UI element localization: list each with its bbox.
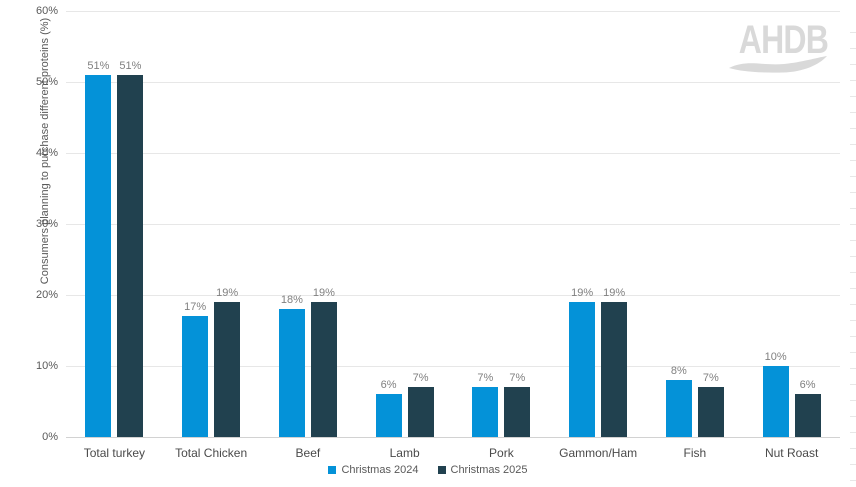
bar-christmas-2025: 19% [310,287,337,437]
bar-group: 8% 7% [647,11,744,437]
right-edge-tick-marks [850,32,856,484]
y-tick-label: 10% [35,360,58,372]
category-label: Total Chicken [175,446,248,460]
category-label: Beef [295,446,321,460]
category-label: Total turkey [83,446,146,460]
bar-christmas-2025: 7% [504,372,531,437]
bar-value-label: 19% [571,287,594,300]
logo-swoosh-icon [729,56,827,73]
bar-value-label: 19% [312,287,335,300]
bar-value-label: 17% [184,301,207,314]
category-label: Gammon/Ham [559,446,638,460]
bar-christmas-2024: 10% [762,351,789,437]
category-label: Fish [683,446,707,460]
bar-group: 51% 51% [66,11,163,437]
category-label: Lamb [389,446,420,460]
bar-group: 10% 6% [743,11,840,437]
y-tick-label: 60% [35,5,58,17]
legend-label: Christmas 2025 [450,464,528,476]
bar-christmas-2024: 17% [182,301,209,437]
bar-christmas-2024: 51% [85,60,112,437]
bar-value-label: 6% [799,379,816,392]
gridline [66,366,840,367]
gridline [66,82,840,83]
bar-value-label: 8% [670,365,687,378]
bar-value-label: 7% [702,372,719,385]
bar-christmas-2024: 7% [472,372,499,437]
y-tick-label: 50% [35,76,58,88]
gridline [66,295,840,296]
bar-group: 7% 7% [453,11,550,437]
bar-value-label: 19% [216,287,239,300]
bar-group: 19% 19% [550,11,647,437]
bar-value-label: 7% [477,372,494,385]
y-tick-label: 0% [42,431,58,443]
category-label: Pork [489,446,514,460]
gridline [66,11,840,12]
bar-christmas-2024: 8% [665,365,692,437]
bar-value-label: 51% [119,59,142,72]
y-tick-label: 20% [35,289,58,301]
legend-swatch [328,466,337,474]
legend-item: Christmas 2025 [437,464,528,476]
bar-christmas-2025: 7% [407,372,434,437]
bar-value-label: 6% [380,379,397,392]
bar-christmas-2024: 19% [569,287,596,437]
x-axis-line [66,437,840,438]
bar-christmas-2025: 19% [214,287,241,437]
bar-christmas-2025: 51% [117,60,144,437]
bar-group: 17% 19% [163,11,260,437]
bar-value-label: 7% [509,372,526,385]
bar-value-label: 10% [764,351,787,363]
legend-label: Christmas 2024 [341,464,419,476]
legend: Christmas 2024 Christmas 2025 [0,464,856,476]
bar-value-label: 18% [280,294,303,307]
ahdb-logo-text: AHDB [738,18,829,62]
legend-item: Christmas 2024 [328,464,419,476]
bar-christmas-2025: 7% [697,372,724,437]
bar-value-label: 7% [412,372,429,385]
bar-value-label: 19% [603,287,626,300]
gridline [66,153,840,154]
bar-group: 6% 7% [356,11,453,437]
legend-swatch [437,466,446,474]
bar-christmas-2024: 18% [278,294,305,437]
gridline [66,224,840,225]
bar-christmas-2025: 6% [794,379,821,437]
bar-value-label: 51% [87,59,110,72]
y-tick-label: 40% [35,147,58,159]
category-label: Nut Roast [764,446,819,460]
bar-christmas-2024: 6% [375,379,402,437]
y-tick-label: 30% [35,218,58,230]
bar-christmas-2025: 19% [601,287,628,437]
ahdb-logo: AHDB [729,18,829,74]
bar-group: 18% 19% [260,11,357,437]
